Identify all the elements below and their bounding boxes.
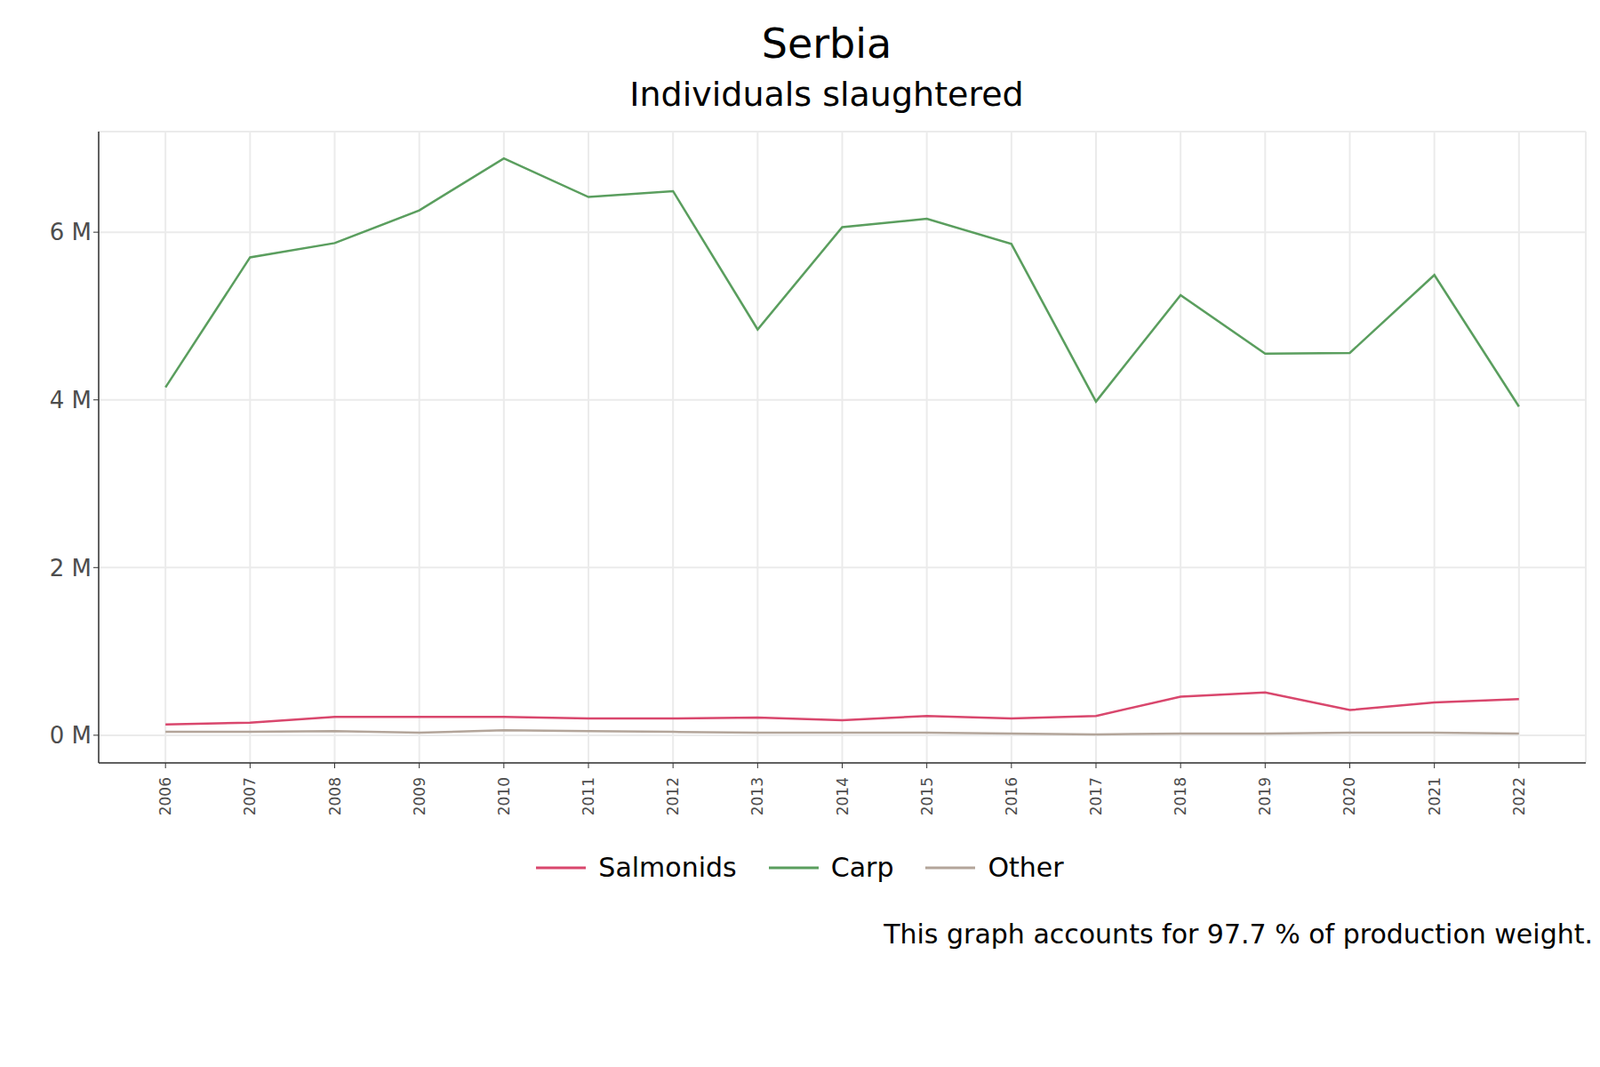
svg-text:2 M: 2 M [49, 554, 92, 582]
svg-text:4 M: 4 M [49, 386, 92, 414]
html-text:Salmonids: Salmonids [598, 851, 737, 883]
svg-text:2008: 2008 [326, 776, 344, 816]
html-text:Serbia: Serbia [761, 19, 892, 68]
html-text:Individuals slaughtered: Individuals slaughtered [629, 74, 1024, 114]
svg-text:6 M: 6 M [49, 218, 92, 246]
svg-text:2017: 2017 [1087, 776, 1105, 816]
svg-text:2009: 2009 [410, 776, 429, 816]
svg-text:2007: 2007 [240, 776, 259, 816]
html-text:Carp: Carp [830, 851, 894, 883]
svg-text:2021: 2021 [1425, 776, 1444, 816]
svg-text:2010: 2010 [495, 776, 513, 816]
svg-text:0 M: 0 M [49, 721, 92, 749]
svg-text:2013: 2013 [748, 776, 767, 816]
svg-text:2016: 2016 [1002, 776, 1021, 816]
svg-text:2022: 2022 [1510, 776, 1528, 816]
svg-text:2020: 2020 [1340, 776, 1359, 816]
svg-text:2019: 2019 [1256, 776, 1274, 816]
svg-text:2012: 2012 [664, 776, 682, 816]
svg-text:2015: 2015 [918, 776, 936, 816]
svg-text:2006: 2006 [156, 776, 175, 816]
html-text:Other: Other [988, 851, 1064, 883]
html-text:This graph accounts for 97.7 %: This graph accounts for 97.7 % of produc… [883, 918, 1593, 950]
svg-text:2014: 2014 [833, 776, 852, 816]
svg-text:2011: 2011 [579, 776, 598, 816]
svg-text:2018: 2018 [1171, 776, 1190, 816]
